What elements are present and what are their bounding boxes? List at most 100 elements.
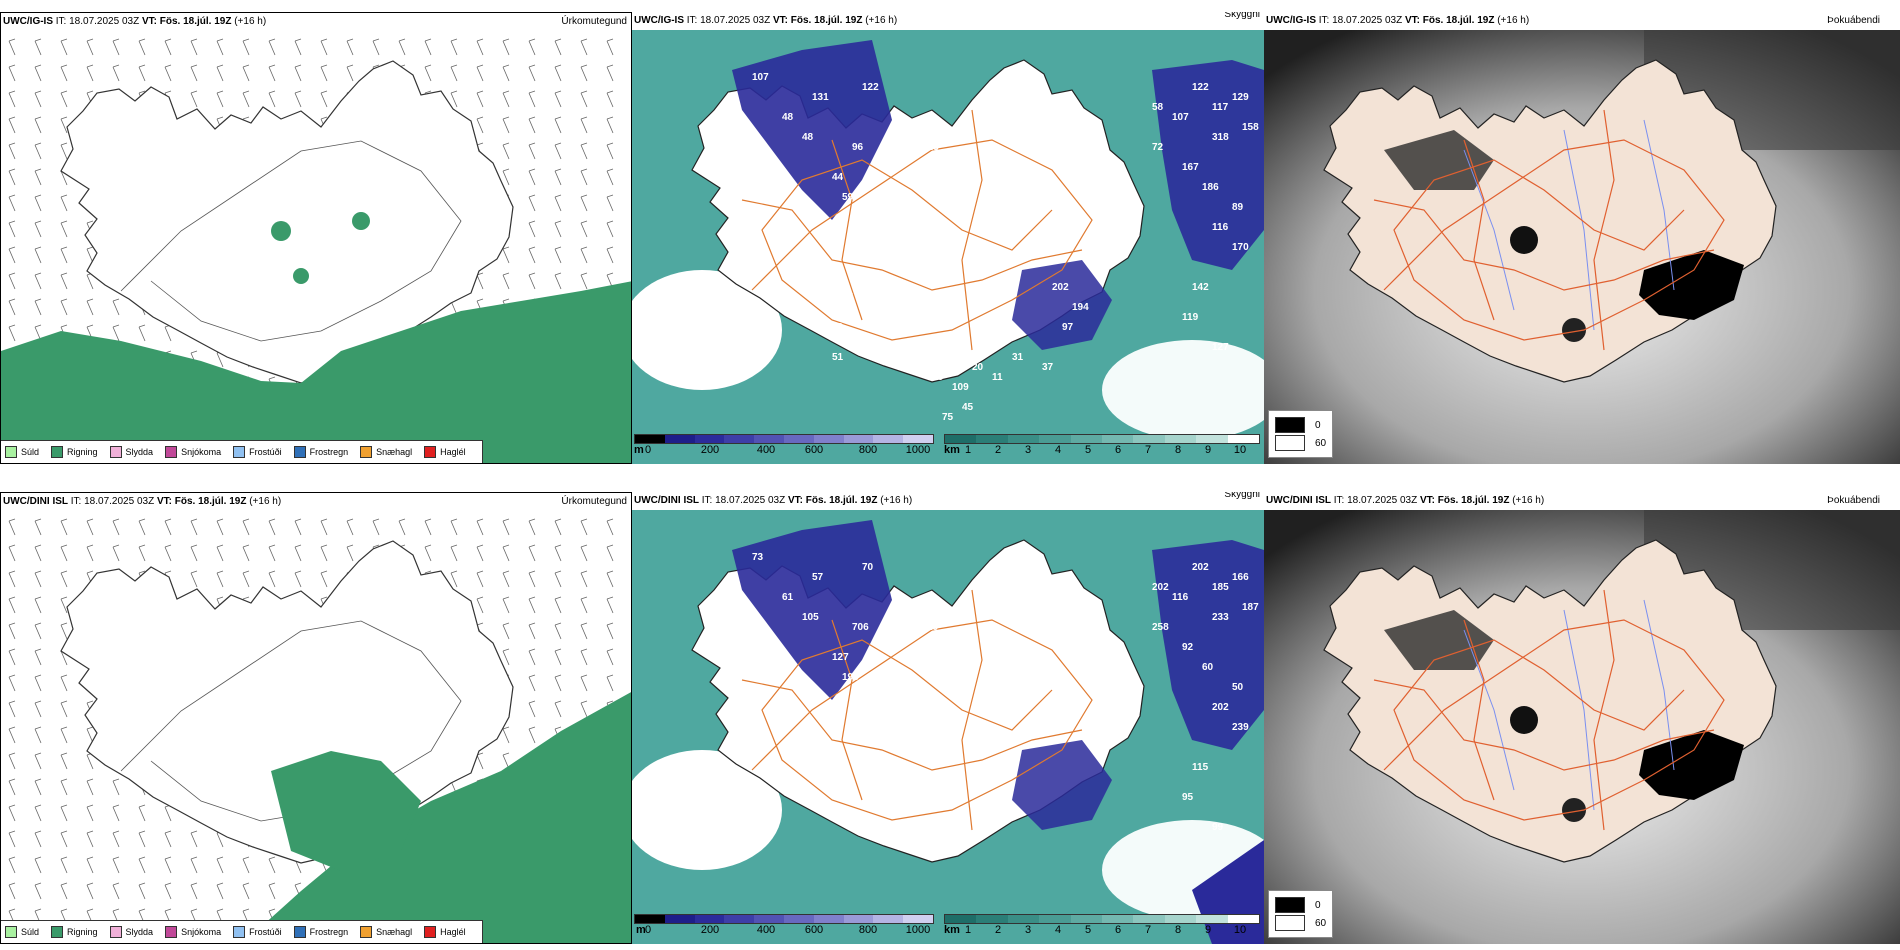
cloud-map: 7357706110570612727911919620218516618720…: [632, 510, 1264, 944]
panel-header: UWC/DINI ISL IT: 18.07.2025 03Z VT: Fös.…: [1, 493, 631, 511]
ceiling-tick: 400: [756, 924, 776, 936]
cloud-base-label: 59: [842, 192, 854, 203]
cloud-base-label: 58: [1152, 102, 1164, 113]
lead-time: (+16 h): [1497, 15, 1530, 26]
ceiling-tick: 0: [644, 444, 652, 456]
cloud-panel-bottom: UWC/DINI ISL IT: 18.07.2025 03Z VT: Fös.…: [632, 492, 1264, 944]
ceiling-tick: 800: [858, 444, 878, 456]
cloud-base-label: 60: [1202, 662, 1214, 673]
cloud-base-label: 116: [1212, 222, 1229, 233]
legend-item: Snæhagl: [360, 926, 412, 938]
ceiling-tick: 1000: [905, 444, 931, 456]
fog-label: 0: [1315, 419, 1321, 431]
visibility-colorbar-ticks: km 1 2 3 4 5 6 7 8 9 10: [944, 924, 1260, 938]
visibility-colorbar-swatches: [944, 434, 1260, 444]
cloud-base-label: 37: [1042, 362, 1054, 373]
cloud-base-label: 45: [962, 402, 974, 413]
panel-type-label: Úrkomutegund: [561, 493, 627, 511]
cloud-base-label: 142: [1192, 282, 1209, 293]
cloud-base-label: 85: [882, 232, 894, 243]
legend-swatch: [109, 926, 122, 938]
model-name: UWC/IG-IS: [634, 15, 684, 26]
cloud-base-label: 51: [832, 352, 844, 363]
model-name: UWC/DINI ISL: [634, 495, 699, 506]
legend-label: Snjókoma: [181, 927, 222, 937]
cloud-base-label: 89: [1232, 202, 1244, 213]
ceiling-tick: 200: [700, 444, 720, 456]
visibility-tick: 4: [1054, 444, 1062, 456]
cloud-base-label: 53: [872, 352, 884, 363]
legend-swatch: [424, 926, 437, 938]
cloud-base-label: 116: [1172, 592, 1189, 603]
legend-item: Rigning: [51, 446, 98, 458]
ceiling-colorbar-ticks: m 0 200 400 600 800 1000: [634, 444, 934, 458]
cloud-base-label: 48: [782, 112, 794, 123]
fog-panel-bottom: UWC/DINI ISL IT: 18.07.2025 03Z VT: Fös.…: [1264, 492, 1900, 944]
cloud-base-label: 61: [782, 592, 794, 603]
cloud-map: 1071311224848964414212359122117129158581…: [632, 30, 1264, 464]
model-name: UWC/IG-IS: [3, 16, 53, 27]
cloud-base-label: 202: [1192, 562, 1209, 573]
fog-legend-row: 60: [1275, 915, 1326, 931]
visibility-tick: 3: [1024, 924, 1032, 936]
legend-swatch: [5, 926, 17, 938]
legend-label: Snæhagl: [376, 927, 413, 937]
visibility-tick: 2: [994, 444, 1002, 456]
panel-header: UWC/IG-IS IT: 18.07.2025 03Z VT: Fös. 18…: [632, 12, 1264, 30]
cloud-base-label: 194: [1072, 302, 1089, 313]
cloud-base-label: 75: [942, 412, 954, 423]
valid-time: VT: Fös. 18.júl. 19Z: [1419, 495, 1510, 506]
cloud-base-label: 48: [932, 372, 944, 383]
legend-swatch: [5, 446, 17, 458]
valid-time: VT: Fös. 18.júl. 19Z: [772, 15, 863, 26]
init-time: IT: 18.07.2025 03Z: [55, 16, 140, 27]
cloud-base-label: 122: [862, 82, 879, 93]
visibility-tick: 3: [1024, 444, 1032, 456]
legend-swatch: [165, 446, 178, 458]
legend-label: Slydda: [125, 927, 154, 937]
precip-legend: Súld Rigning Slydda Snjókoma Frostúði Frostre…: [1, 920, 483, 943]
ceiling-tick: 800: [858, 924, 878, 936]
init-time: IT: 18.07.2025 03Z: [1318, 15, 1403, 26]
visibility-tick: 10: [1233, 444, 1247, 456]
legend-swatch: [360, 926, 373, 938]
visibility-colorbar-swatches: [944, 914, 1260, 924]
cloud-base-label: 115: [1192, 762, 1209, 773]
legend-swatch: [360, 446, 373, 458]
cloud-base-label: 202: [1212, 702, 1229, 713]
cloud-base-label: 170: [1232, 242, 1249, 253]
cloud-base-label: 97: [1062, 322, 1074, 333]
model-name: UWC/DINI ISL: [3, 496, 68, 507]
cloud-base-label: 202: [1152, 582, 1169, 593]
fog-panel-top: UWC/IG-IS IT: 18.07.2025 03Z VT: Fös. 18…: [1264, 12, 1900, 464]
ceiling-unit: m: [634, 444, 644, 456]
legend-label: Rigning: [67, 447, 98, 457]
cloud-base-label: 11: [992, 372, 1003, 383]
ceiling-tick: 1000: [905, 924, 931, 936]
legend-swatch: [233, 926, 246, 938]
cloud-base-label: 109: [952, 382, 969, 393]
cloud-base-label: 258: [1152, 622, 1169, 633]
visibility-tick: 5: [1084, 444, 1092, 456]
legend-label: Snjókoma: [181, 447, 222, 457]
cloud-base-label: 187: [1242, 602, 1259, 613]
precip-panel-bottom: UWC/DINI ISL IT: 18.07.2025 03Z VT: Fös.…: [0, 492, 632, 944]
visibility-colorbar-ticks: km 1 2 3 4 5 6 7 8 9 10: [944, 444, 1260, 458]
legend-item: Rigning: [51, 926, 98, 938]
cloud-base-label: 202: [1052, 282, 1069, 293]
init-time: IT: 18.07.2025 03Z: [701, 495, 786, 506]
cloud-base-label: 158: [1242, 122, 1259, 133]
legend-item: Súld: [5, 926, 39, 938]
cloud-base-label: 47: [842, 292, 854, 303]
cloud-base-label: 239: [1232, 722, 1249, 733]
ceiling-colorbar-swatches: [634, 914, 934, 924]
cloud-base-label: 59: [832, 322, 844, 333]
valid-time: VT: Fös. 18.júl. 19Z: [141, 16, 232, 27]
legend-label: Haglél: [440, 927, 466, 937]
legend-label: Súld: [21, 447, 40, 457]
fog-legend: 0 60: [1268, 410, 1334, 458]
panel-header: UWC/DINI ISL IT: 18.07.2025 03Z VT: Fös.…: [632, 492, 1264, 510]
legend-label: Slydda: [125, 447, 154, 457]
cloud-base-label: 127: [1212, 342, 1229, 353]
legend-label: Súld: [21, 927, 40, 937]
